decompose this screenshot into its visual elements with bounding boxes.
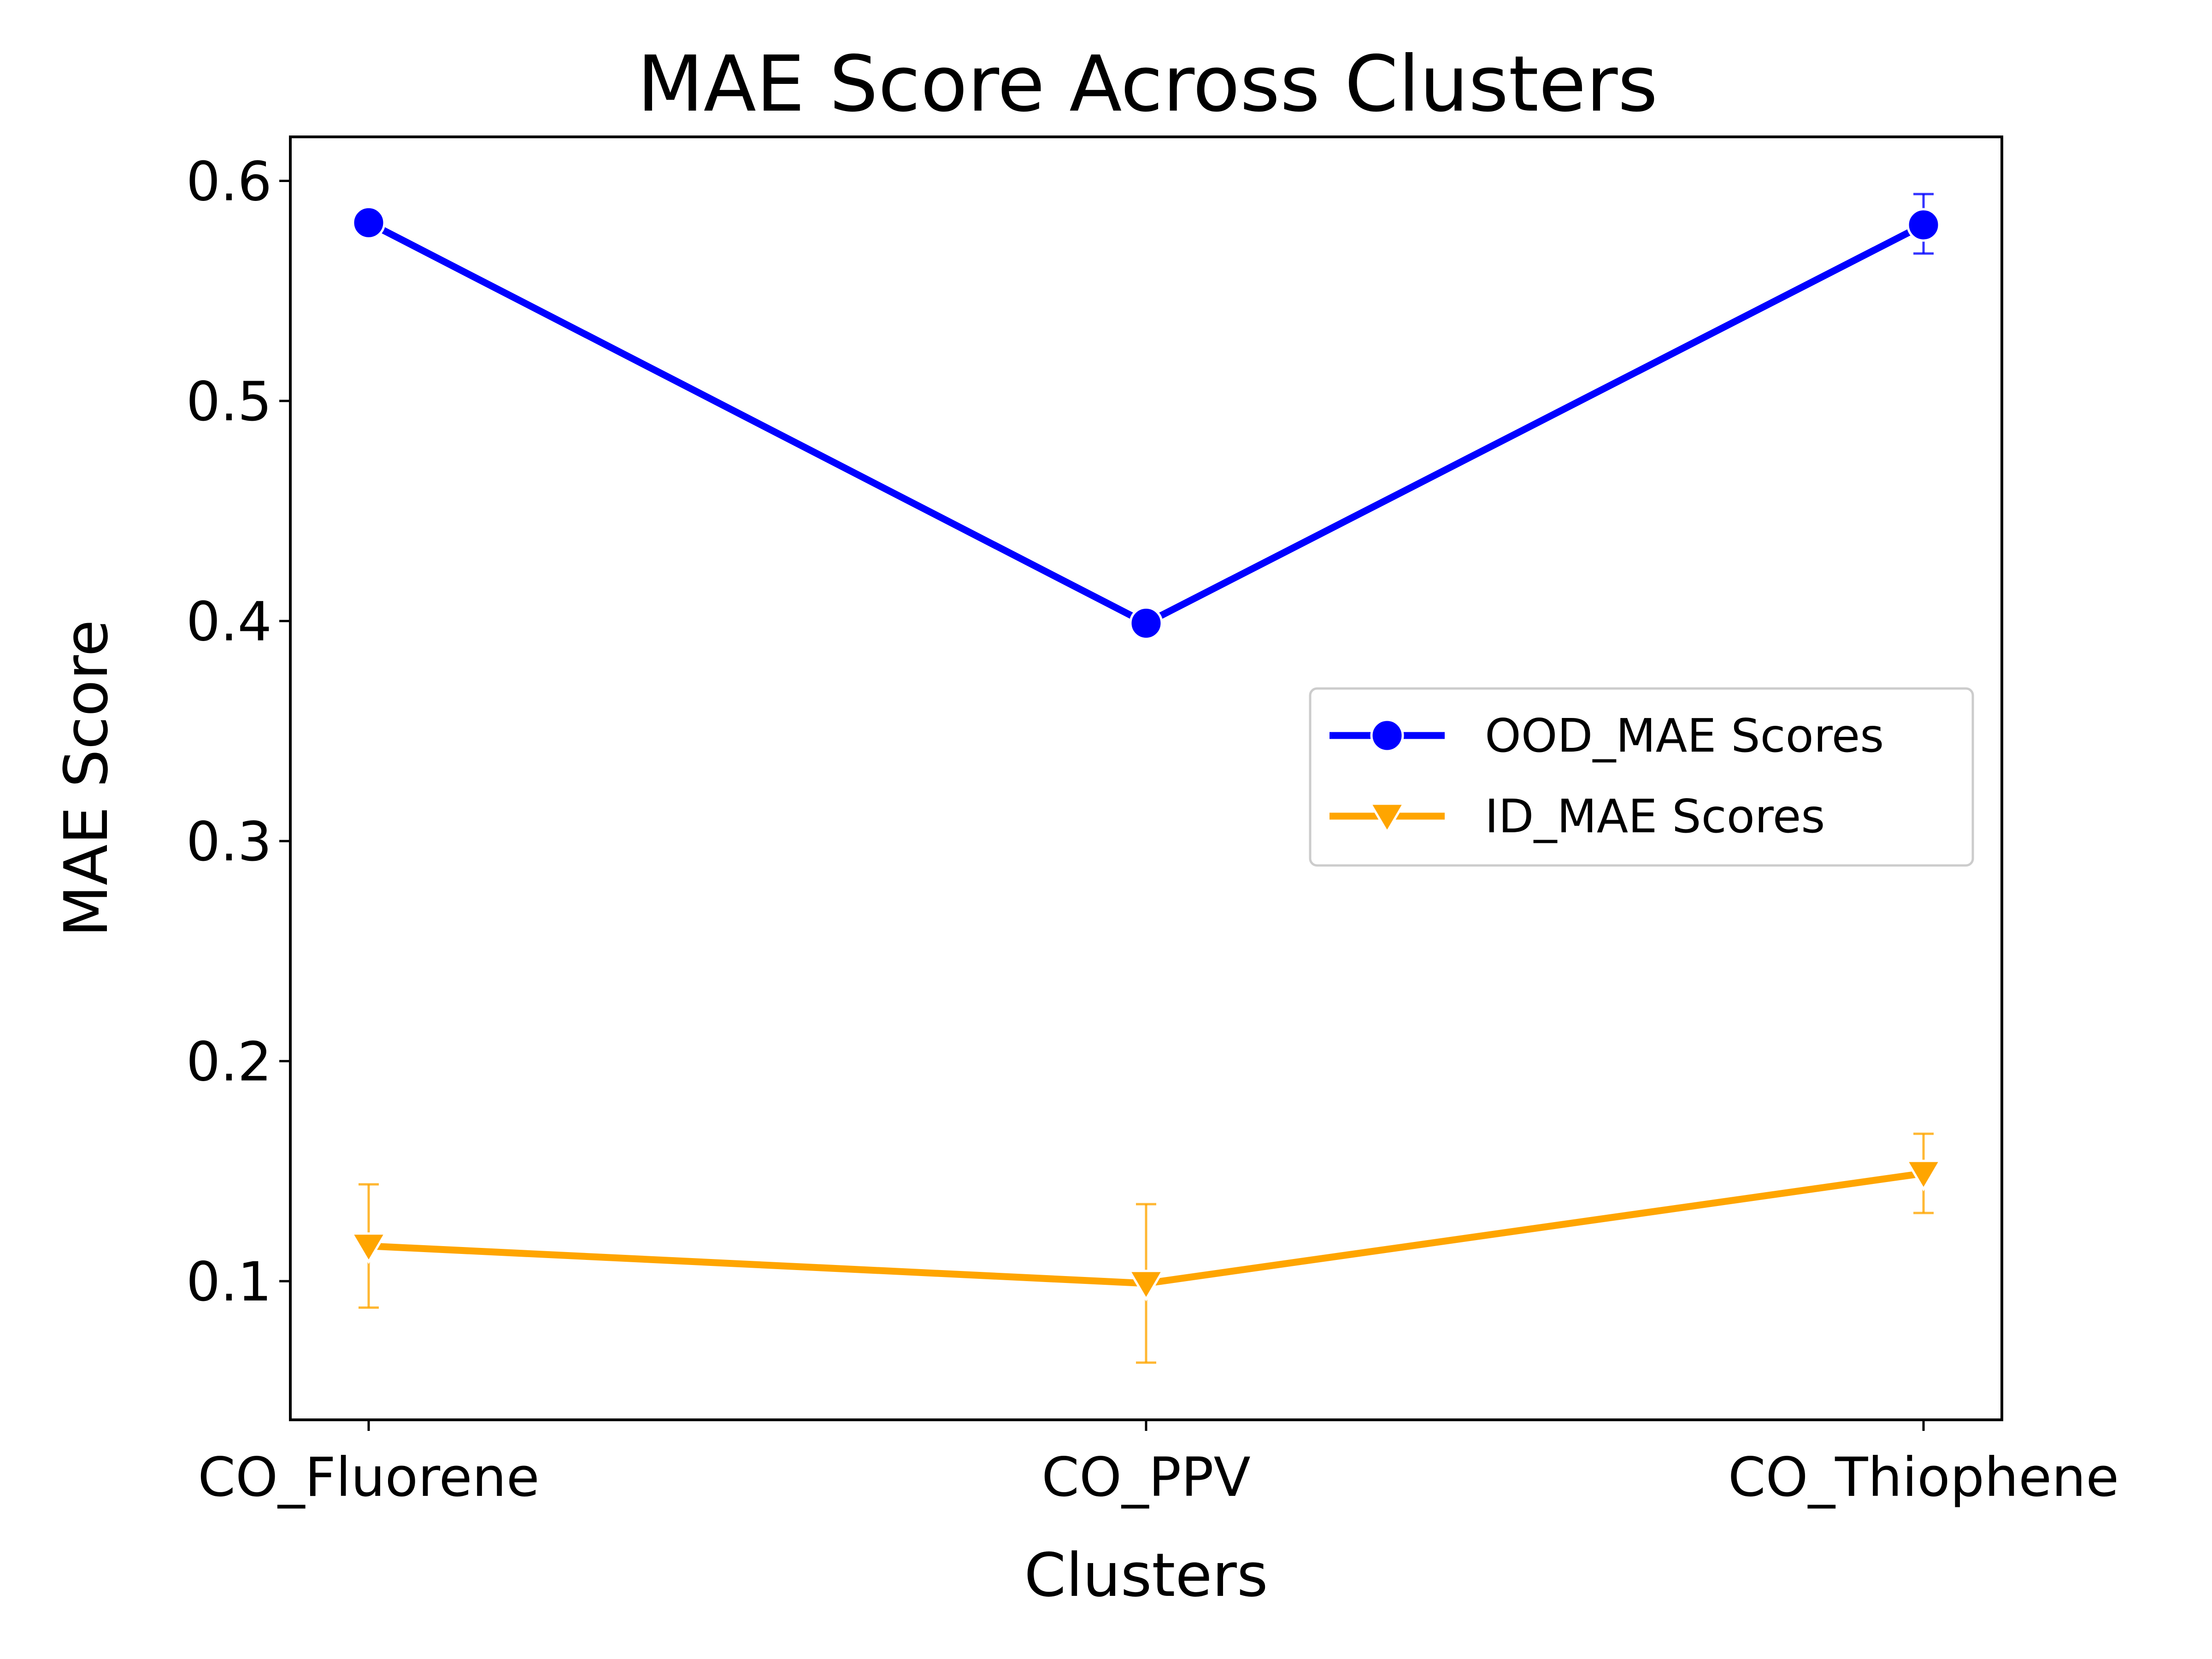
series-1: [350, 1132, 1942, 1364]
legend-item: OOD_MAE Scores: [1330, 709, 1884, 763]
x-tick-label: CO_PPV: [1041, 1446, 1250, 1509]
y-axis-label: MAE Score: [51, 620, 121, 937]
legend-frame: [1309, 687, 1974, 867]
data-point: [1129, 606, 1163, 640]
data-point: [1905, 1159, 1942, 1192]
data-point: [1906, 208, 1941, 242]
y-tick-label: 0.4: [186, 590, 272, 653]
legend-items: OOD_MAE Scores ID_MAE Scores: [1330, 709, 1884, 843]
legend-label: OOD_MAE Scores: [1485, 709, 1884, 763]
legend: OOD_MAE Scores ID_MAE Scores: [1309, 687, 1974, 867]
chart-title: MAE Score Across Clusters: [637, 40, 1658, 129]
series-0: [352, 193, 1941, 640]
y-tick-label: 0.2: [186, 1030, 272, 1094]
data-point: [1127, 1270, 1165, 1302]
y-tick-label: 0.1: [186, 1250, 272, 1313]
y-tick-label: 0.3: [186, 810, 272, 873]
x-tick-label: CO_Fluorene: [198, 1446, 539, 1509]
legend-marker: [1370, 718, 1404, 753]
y-tick-label: 0.5: [186, 370, 272, 433]
legend-marker: [1368, 802, 1406, 835]
y-tick-label: 0.6: [186, 150, 272, 213]
x-tick-label: CO_Thiophene: [1728, 1446, 2119, 1509]
series-layer: [350, 193, 1942, 1364]
data-point: [352, 206, 386, 240]
x-axis: CO_Fluorene CO_PPV CO_Thiophene: [198, 1420, 2119, 1509]
data-point: [350, 1232, 388, 1264]
x-axis-label: Clusters: [1024, 1540, 1268, 1610]
legend-item: ID_MAE Scores: [1330, 789, 1825, 843]
y-axis: 0.1 0.2 0.3 0.4 0.5 0.6: [186, 150, 290, 1313]
legend-label: ID_MAE Scores: [1485, 789, 1825, 843]
